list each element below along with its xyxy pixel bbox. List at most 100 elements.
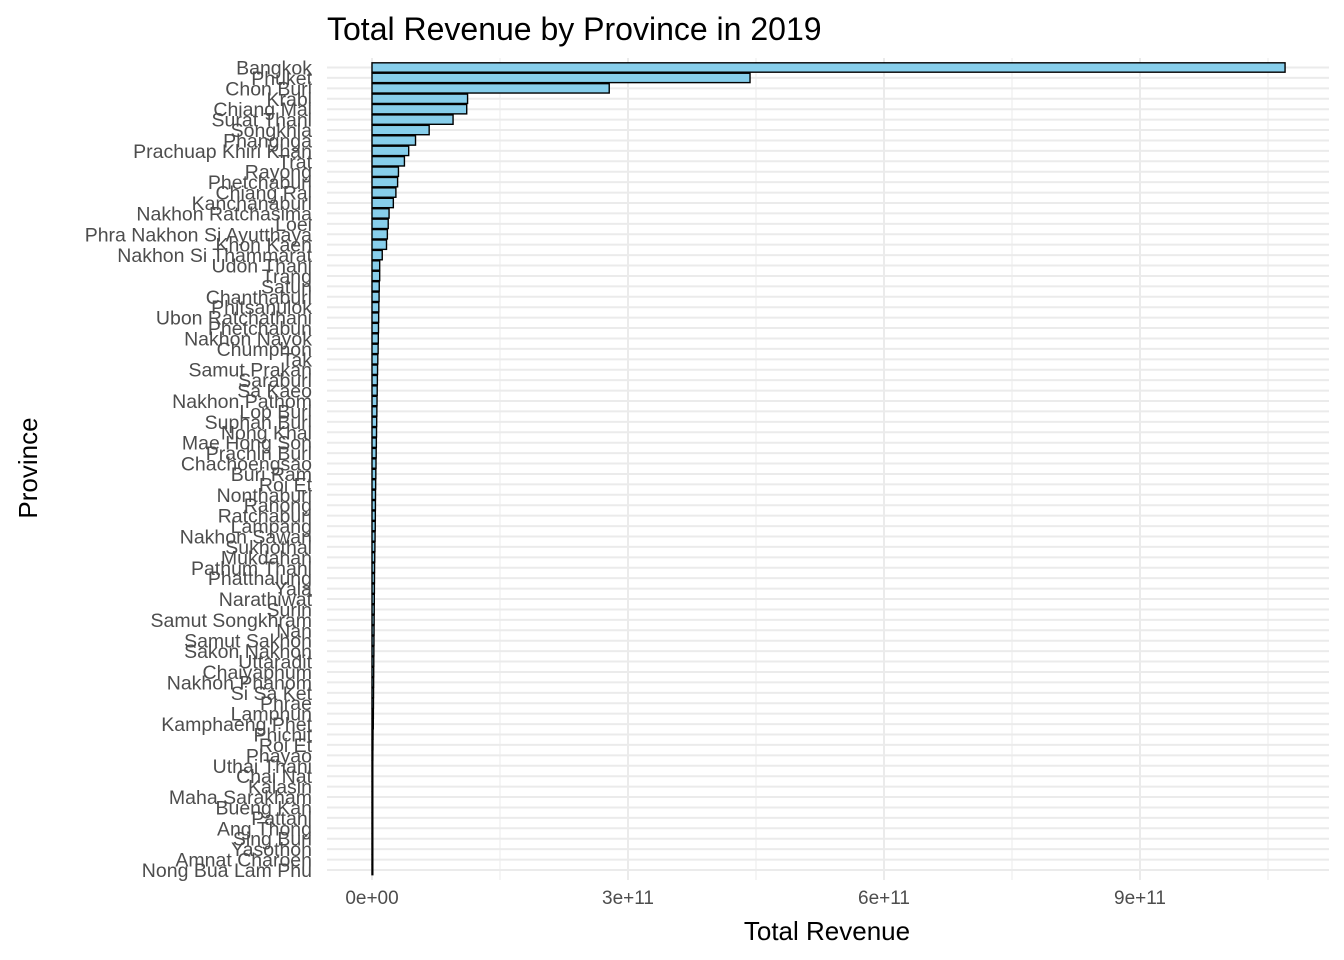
bar [371, 364, 379, 376]
bar [371, 218, 389, 230]
category-label: Tak [282, 349, 313, 371]
x-axis-title: Total Revenue [744, 916, 910, 946]
category-label: Bangkok [236, 58, 312, 80]
category-label: Phuket [251, 68, 312, 90]
category-label: Udon Thani [212, 256, 312, 278]
bar [371, 687, 375, 699]
bar [371, 749, 374, 761]
category-label: Nakhon Phanom [167, 672, 312, 694]
category-label: Chaiyaphum [203, 662, 312, 684]
category-label: Trat [278, 151, 313, 173]
category-label: Suphan Buri [205, 412, 312, 434]
category-label: Krabi [266, 89, 312, 111]
category-label: Nong Bua Lam Phu [142, 860, 312, 882]
category-label: Nan [276, 620, 312, 642]
category-label: Prachuap Khiri Khan [133, 141, 312, 163]
x-tick-labels: 0e+00 3e+11 6e+11 9e+11 [345, 888, 1166, 909]
bar [371, 103, 468, 115]
x-tick-label: 0e+00 [345, 888, 398, 909]
category-label: Pathum Thani [191, 558, 312, 580]
bar [371, 312, 380, 324]
bar [371, 718, 374, 730]
category-label: Kalasin [248, 777, 312, 799]
bar [371, 249, 383, 261]
bar [371, 677, 375, 688]
bar [371, 187, 397, 198]
bar [371, 593, 376, 605]
category-label: Phangnga [223, 130, 312, 152]
bar [371, 426, 378, 438]
category-label: Sakon Nakhon [184, 641, 312, 663]
bar [371, 551, 376, 563]
bar [371, 333, 380, 344]
category-label: Buri Ram [231, 464, 312, 486]
category-label: Khon Kaen [215, 235, 312, 257]
category-label: Rayong [245, 162, 312, 184]
bar [371, 624, 375, 636]
chart-title: Total Revenue by Province in 2019 [327, 11, 822, 47]
category-label: Nakhon Pathom [172, 391, 312, 413]
bar [371, 812, 374, 824]
category-label: Phichit [253, 725, 312, 747]
bar [371, 854, 374, 865]
bar [371, 708, 375, 720]
category-label: Bueng Kan [215, 797, 312, 819]
bar [371, 135, 417, 146]
category-label: Phetchaburi [208, 172, 312, 194]
category-label: Phetchabun [208, 318, 312, 340]
bar [371, 155, 406, 167]
category-label: Phra Nakhon Si Ayutthaya [85, 224, 312, 246]
category-label: Kamphaeng Phet [161, 714, 312, 736]
category-label: Nakhon Si Thammarat [117, 245, 312, 267]
bar [371, 468, 377, 480]
category-label: Narathiwat [219, 589, 313, 611]
bar [371, 291, 380, 303]
bar [371, 406, 378, 417]
bar [371, 531, 376, 542]
bar [371, 822, 374, 834]
category-label: Phayao [246, 745, 312, 767]
category-label: Surin [266, 599, 312, 621]
category-label: Ratchaburi [218, 506, 312, 528]
bar [371, 802, 374, 813]
bar [371, 614, 375, 626]
bar [371, 322, 380, 334]
x-tick-label: 9e+11 [1114, 888, 1166, 909]
category-label: Ubon Ratchathani [156, 308, 312, 330]
category-label: Yala [274, 579, 312, 601]
category-label: Mukdahan [221, 547, 312, 569]
category-label: Lamphun [231, 704, 312, 726]
bar [371, 145, 410, 157]
bar [371, 395, 378, 407]
category-label: Phitsanulok [211, 297, 312, 319]
bar [371, 114, 454, 126]
bar [371, 280, 380, 292]
category-label: Saraburi [238, 370, 312, 392]
bar [371, 478, 377, 490]
category-label: Roi Et [259, 474, 313, 496]
bar [371, 583, 376, 594]
bar [371, 781, 374, 793]
bar [371, 62, 1286, 73]
category-label: Songkhla [231, 120, 312, 142]
bar [371, 353, 379, 365]
bar [371, 82, 610, 94]
bar [371, 760, 374, 772]
bar [371, 239, 388, 251]
category-label: Sa Kaeo [237, 381, 312, 403]
category-label: Nonthaburi [217, 485, 312, 507]
bar [371, 124, 430, 136]
bar [371, 208, 390, 219]
bar [371, 864, 374, 876]
bar [371, 510, 377, 522]
category-label: Nong Khai [221, 422, 312, 444]
category-label: Chachoengsao [181, 454, 312, 476]
bar [371, 260, 381, 271]
bar [371, 843, 374, 855]
category-label: Mae Hong Son [182, 433, 312, 455]
bar [371, 228, 389, 240]
bar [371, 729, 374, 740]
category-label: Lop Buri [239, 401, 312, 423]
bar [371, 489, 377, 501]
